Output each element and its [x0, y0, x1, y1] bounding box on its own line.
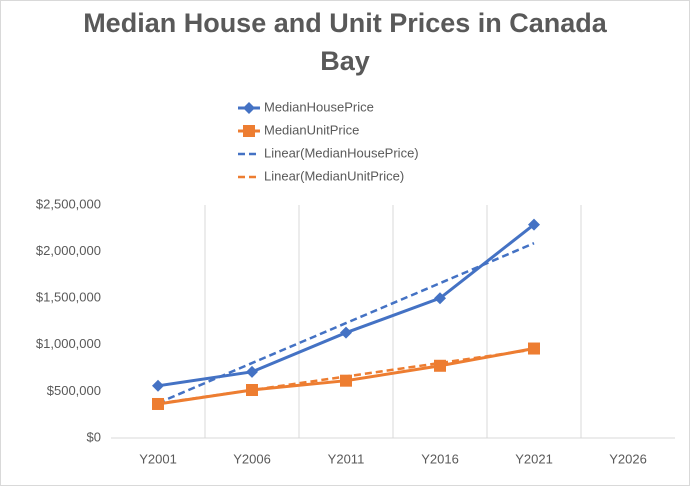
- data-point: [528, 218, 540, 231]
- data-point: [246, 384, 258, 397]
- series-line: [157, 223, 535, 388]
- x-tick-label: Y2021: [515, 451, 553, 466]
- x-tick-label: Y2016: [421, 451, 459, 466]
- y-tick-label: $2,500,000: [36, 196, 101, 211]
- x-tick-label: Y2006: [233, 451, 271, 466]
- legend-marker: [243, 125, 255, 137]
- legend-label: MedianUnitPrice: [264, 122, 359, 137]
- data-point: [528, 342, 540, 355]
- x-tick-label: Y2011: [328, 451, 365, 466]
- data-point: [246, 365, 258, 378]
- data-point: [340, 326, 352, 339]
- y-tick-label: $500,000: [47, 383, 101, 398]
- y-tick-label: $1,000,000: [36, 336, 101, 351]
- data-point: [434, 292, 446, 305]
- y-tick-label: $2,000,000: [36, 243, 101, 258]
- y-tick-label: $0: [87, 429, 101, 444]
- chart-title: Median House and Unit Prices in Canada B…: [83, 8, 607, 76]
- data-point: [152, 397, 164, 410]
- data-point: [152, 379, 164, 392]
- x-tick-label: Y2001: [139, 451, 177, 466]
- legend-label: Linear(MedianHousePrice): [264, 145, 419, 160]
- x-tick-label: Y2026: [609, 451, 647, 466]
- legend-label: MedianHousePrice: [264, 99, 374, 114]
- data-point: [340, 374, 352, 387]
- legend-marker: [243, 102, 255, 114]
- data-point: [434, 359, 446, 372]
- y-tick-label: $1,500,000: [36, 290, 101, 305]
- legend-label: Linear(MedianUnitPrice): [264, 168, 404, 183]
